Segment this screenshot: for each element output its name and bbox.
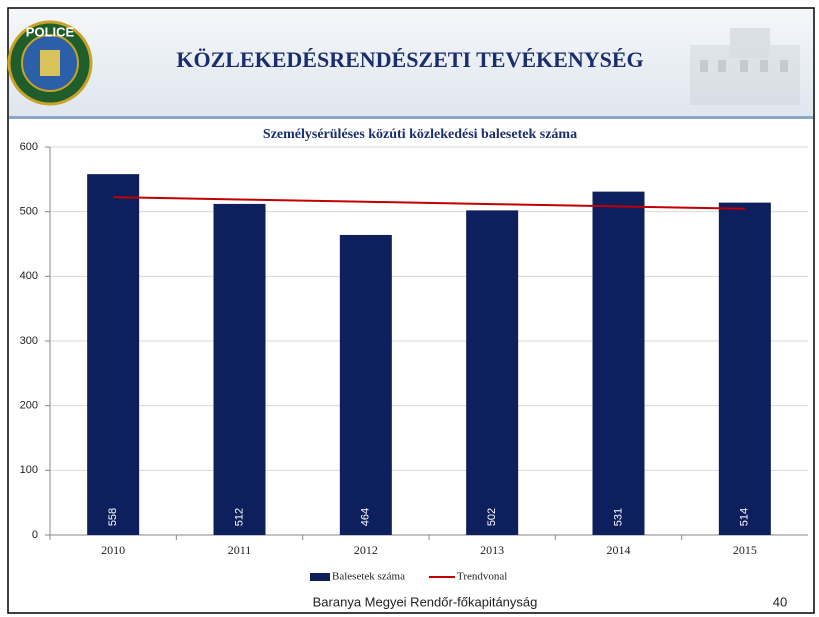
data-label: 464	[360, 508, 372, 526]
slide-title: KÖZLEKEDÉSRENDÉSZETI TEVÉKENYSÉG	[176, 47, 643, 72]
data-label: 514	[739, 508, 751, 526]
chart-title: Személysérüléses közúti közlekedési bale…	[263, 127, 577, 142]
x-tick-label: 2012	[354, 543, 378, 557]
x-tick-label: 2015	[733, 543, 757, 557]
bar	[593, 192, 645, 535]
y-tick-label: 200	[20, 400, 38, 412]
bar	[214, 204, 266, 535]
header-rule	[9, 116, 813, 119]
bar	[340, 235, 392, 535]
x-tick-label: 2014	[607, 543, 631, 557]
legend-label: Trendvonal	[457, 571, 507, 583]
bar	[466, 210, 518, 535]
x-tick-label: 2011	[228, 543, 252, 557]
slide: POLICE KÖZLEKEDÉSRENDÉSZETI TEVÉKENYSÉG …	[0, 0, 819, 617]
y-tick-label: 500	[20, 206, 38, 218]
x-tick-label: 2010	[101, 543, 125, 557]
bar	[719, 203, 771, 535]
logo: POLICE	[9, 22, 91, 104]
y-tick-label: 300	[20, 335, 38, 347]
y-tick-label: 400	[20, 270, 38, 282]
x-tick-label: 2013	[480, 543, 504, 557]
data-label: 502	[486, 508, 498, 526]
legend-swatch	[310, 573, 330, 581]
page-number: 40	[773, 594, 787, 609]
legend-label: Balesetek száma	[332, 571, 405, 583]
data-label: 512	[233, 508, 245, 526]
data-label: 558	[107, 508, 119, 526]
bar	[87, 174, 139, 535]
y-tick-label: 100	[20, 464, 38, 476]
logo-text: POLICE	[26, 24, 75, 39]
data-label: 531	[612, 508, 624, 526]
y-tick-label: 600	[20, 141, 38, 153]
footer-organization: Baranya Megyei Rendőr-főkapitányság	[313, 594, 538, 609]
y-tick-label: 0	[32, 529, 38, 541]
